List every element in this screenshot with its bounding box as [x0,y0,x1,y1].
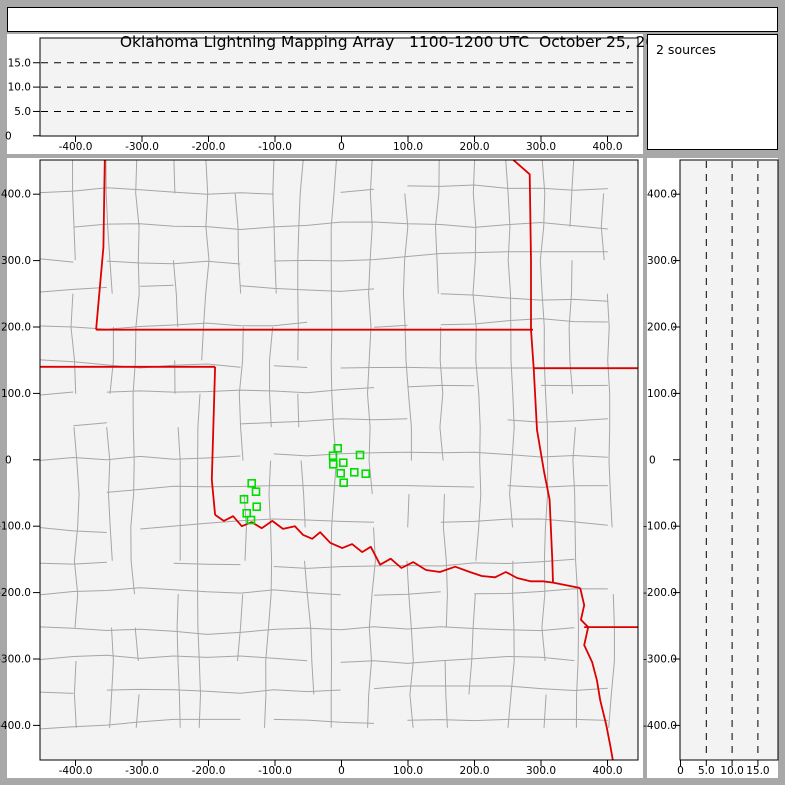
tick-label: 5.0 [14,106,31,118]
tick-label: -400.0 [59,765,93,777]
tick-label: 400.0 [592,765,622,777]
axis-ticks-and-labels: 15.010.05.00-400.0 -300.0 -200.0 -100.0 0 100… [0,57,770,777]
tick-label: 300.0 [647,255,677,267]
lma-station-marker [349,467,359,477]
lma-station-marker [328,459,338,469]
tick-label: -200.0 [643,587,677,599]
tick-label: -100.0 [258,141,292,153]
tick-label: -200.0 [192,141,226,153]
lma-stations [239,443,371,525]
lma-station-marker [355,450,365,460]
plan-view-border [39,159,639,761]
tick-label: 10.0 [8,82,31,94]
lma-station-marker [328,451,338,461]
lma-station-marker [247,478,256,488]
lma-station-marker [246,515,256,525]
altitude-ns-gridlines [705,161,759,759]
tick-label: 400.0 [1,189,31,201]
lma-station-marker [336,468,346,478]
tick-label: -100.0 [258,765,292,777]
tick-label: -200.0 [192,765,226,777]
tick-label: 200.0 [647,322,677,334]
tick-label: -100.0 [643,521,677,533]
tick-label: -400.0 [643,720,677,732]
tick-label: -300.0 [125,765,159,777]
tick-label: 400.0 [647,189,677,201]
sources-panel: 2 sources [647,34,778,150]
west-vertical-border [95,160,106,330]
tick-label: 300.0 [526,765,556,777]
altitude-ew-gridlines [41,62,637,112]
lma-station-marker [361,469,371,479]
tick-label: 100.0 [393,765,423,777]
tick-label: 200.0 [459,141,489,153]
title-bar: Oklahoma Lightning Mapping Array 1100-12… [7,7,778,51]
altitude-ns-plot-area[interactable] [679,159,779,761]
lma-station-marker [333,443,343,453]
tick-label: -400.0 [0,720,31,732]
tick-label: -300.0 [643,654,677,666]
tick-label: 0 [677,765,684,777]
page-title: Oklahoma Lightning Mapping Array 1100-12… [119,33,676,51]
lma-station-marker [339,478,349,488]
map-content [40,160,638,760]
tick-label: -300.0 [125,141,159,153]
lma-station-marker [338,458,348,468]
tick-label: -200.0 [0,587,31,599]
tick-label: -100.0 [0,521,31,533]
sources-count-label: 2 sources [656,42,716,57]
lma-station-marker [242,508,251,518]
tick-label: 100.0 [647,388,677,400]
tick-label: 15.0 [746,765,769,777]
lma-station-marker [251,487,261,497]
tick-label: 0 [5,454,12,466]
kansas-missouri-border [512,160,535,369]
tick-label: 100.0 [393,141,423,153]
tick-label: 400.0 [592,141,622,153]
tick-label: 10.0 [720,765,743,777]
tick-label: 15.0 [8,57,31,69]
county-boundaries [40,160,615,729]
tick-label: 0 [338,765,345,777]
state-borders [40,160,638,760]
texas-east-border [210,366,216,515]
oklahoma-arkansas-border [532,368,554,583]
tick-label: 0 [5,130,12,142]
tick-label: 0 [649,454,656,466]
texas-arkansas-south-border [579,587,614,760]
tick-label: 100.0 [1,388,31,400]
lma-station-marker [239,494,249,504]
lma-station-marker [252,502,261,512]
tick-label: 300.0 [526,141,556,153]
tick-label: 300.0 [1,255,31,267]
red-river-border [214,514,581,589]
tick-label: 5.0 [698,765,715,777]
tick-label: 200.0 [459,765,489,777]
tick-label: -300.0 [0,654,31,666]
tick-label: 200.0 [1,322,31,334]
tick-label: -400.0 [59,141,93,153]
tick-label: 0 [338,141,345,153]
